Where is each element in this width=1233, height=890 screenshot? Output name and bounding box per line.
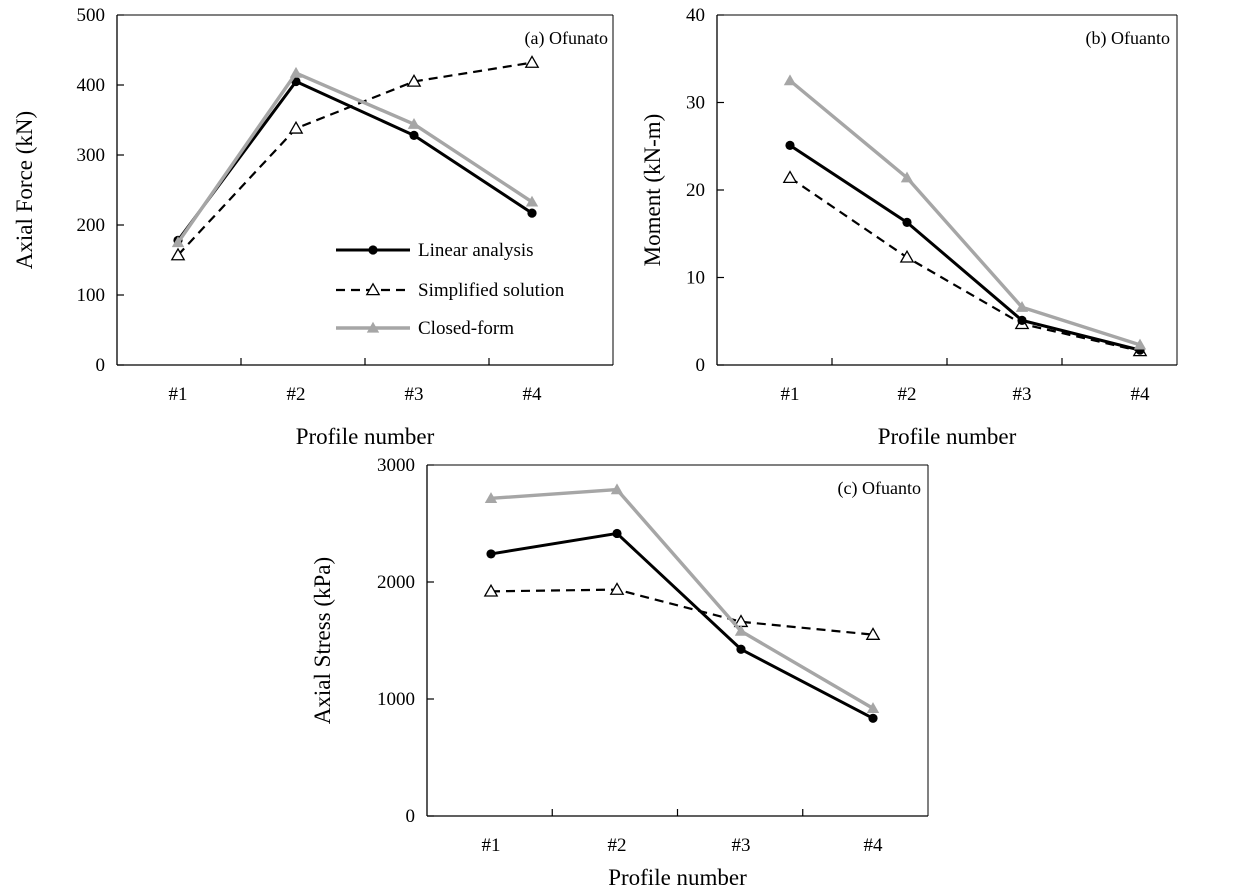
data-point-closed bbox=[734, 624, 748, 636]
data-point-simplified bbox=[483, 583, 499, 597]
data-point-simplified bbox=[170, 247, 186, 261]
y-tick-label: 500 bbox=[77, 5, 106, 26]
y-tick-label: 0 bbox=[96, 355, 106, 376]
legend-marker-closed bbox=[366, 321, 380, 333]
data-point-closed bbox=[171, 236, 185, 248]
y-axis-title: Axial Force (kN) bbox=[12, 111, 37, 269]
data-point-closed bbox=[610, 483, 624, 495]
data-point-closed bbox=[407, 118, 421, 129]
y-tick-label: 3000 bbox=[377, 455, 415, 476]
x-tick-label: #4 bbox=[864, 835, 884, 856]
series-closed bbox=[783, 74, 1147, 350]
data-point-linear bbox=[409, 130, 419, 140]
legend-marker-linear bbox=[368, 245, 378, 255]
series-linear bbox=[486, 528, 878, 723]
series-line-simplified bbox=[177, 61, 533, 256]
data-point-simplified bbox=[609, 582, 625, 595]
series-simplified bbox=[483, 582, 881, 640]
x-axis-title: Profile number bbox=[296, 424, 435, 449]
x-tick-label: #1 bbox=[781, 384, 800, 405]
panel-label: (b) Ofuanto bbox=[1086, 28, 1170, 49]
x-tick-label: #1 bbox=[169, 384, 188, 405]
legend: Linear analysis Simplified solution Closed… bbox=[336, 240, 565, 339]
data-point-simplified bbox=[865, 627, 881, 640]
legend-label-linear: Linear analysis bbox=[418, 240, 534, 261]
chart-panel-1: 0 100 200 300 400 500 #1 #2 #3 #4 Profile number Ax… bbox=[12, 5, 614, 449]
y-tick-label: 10 bbox=[686, 268, 705, 289]
data-point-linear bbox=[902, 217, 912, 227]
data-point-simplified bbox=[899, 249, 915, 263]
y-tick-label: 1000 bbox=[377, 689, 415, 710]
data-point-closed bbox=[289, 66, 303, 78]
data-point-closed bbox=[900, 171, 914, 183]
y-tick-label: 0 bbox=[696, 355, 706, 376]
x-tick-label: #2 bbox=[898, 384, 917, 405]
x-axis-title: Profile number bbox=[608, 865, 747, 890]
series-simplified bbox=[170, 55, 540, 261]
data-point-closed bbox=[1015, 301, 1029, 312]
data-point-linear bbox=[868, 713, 878, 723]
x-tick-label: #4 bbox=[1131, 384, 1151, 405]
series-line-linear bbox=[176, 80, 533, 242]
data-point-linear bbox=[527, 208, 537, 218]
y-tick-label: 2000 bbox=[377, 572, 415, 593]
series-line-closed bbox=[788, 79, 1141, 347]
y-tick-label: 200 bbox=[77, 215, 106, 236]
y-axis-title: Moment (kN-m) bbox=[640, 114, 665, 267]
y-tick-label: 100 bbox=[77, 285, 106, 306]
x-axis-title: Profile number bbox=[878, 424, 1017, 449]
series-line-closed bbox=[490, 487, 874, 710]
y-tick-label: 300 bbox=[77, 145, 106, 166]
data-point-closed bbox=[866, 702, 880, 714]
legend-label-simplified: Simplified solution bbox=[418, 280, 565, 301]
data-point-closed bbox=[1133, 338, 1147, 350]
data-point-simplified bbox=[288, 120, 304, 134]
x-tick-label: #3 bbox=[732, 835, 751, 856]
data-point-closed bbox=[783, 74, 797, 86]
x-tick-label: #2 bbox=[287, 384, 306, 405]
x-tick-label: #1 bbox=[482, 835, 501, 856]
y-tick-label: 400 bbox=[77, 75, 106, 96]
series-linear bbox=[785, 140, 1145, 355]
panel-label: (c) Ofuanto bbox=[838, 478, 921, 499]
panel-label: (a) Ofunato bbox=[525, 28, 608, 49]
series-closed bbox=[171, 66, 539, 248]
y-axis-title: Axial Stress (kPa) bbox=[310, 557, 335, 724]
chart-panel-2: 0 10 20 30 40 #1 #2 #3 #4 Profile number Moment (k… bbox=[640, 5, 1178, 449]
data-point-simplified bbox=[782, 170, 798, 184]
x-tick-label: #3 bbox=[1013, 384, 1032, 405]
data-point-linear bbox=[785, 140, 795, 150]
x-tick-label: #2 bbox=[608, 835, 627, 856]
data-point-simplified bbox=[524, 55, 540, 68]
series-closed bbox=[484, 483, 880, 714]
legend-marker-simplified bbox=[365, 282, 381, 296]
data-point-linear bbox=[736, 644, 746, 654]
legend-label-closed: Closed-form bbox=[418, 318, 514, 339]
data-point-closed bbox=[525, 195, 539, 207]
data-point-linear bbox=[486, 549, 496, 559]
x-tick-label: #3 bbox=[405, 384, 424, 405]
series-line-linear bbox=[789, 144, 1141, 352]
data-point-linear bbox=[612, 528, 622, 539]
y-tick-label: 20 bbox=[686, 180, 705, 201]
data-point-linear bbox=[1017, 315, 1027, 325]
series-line-closed bbox=[176, 71, 533, 244]
y-tick-label: 30 bbox=[686, 93, 705, 114]
x-tick-label: #4 bbox=[523, 384, 543, 405]
data-point-closed bbox=[484, 492, 498, 503]
y-tick-label: 0 bbox=[406, 806, 416, 827]
y-tick-label: 40 bbox=[686, 5, 705, 26]
chart-panel-3: 0 1000 2000 3000 #1 #2 #3 #4 Profile number Axial… bbox=[310, 455, 929, 890]
series-line-linear bbox=[490, 531, 874, 720]
series-line-simplified bbox=[789, 176, 1141, 353]
series-linear bbox=[173, 76, 537, 245]
data-point-simplified bbox=[406, 73, 422, 87]
series-line-simplified bbox=[490, 588, 874, 636]
